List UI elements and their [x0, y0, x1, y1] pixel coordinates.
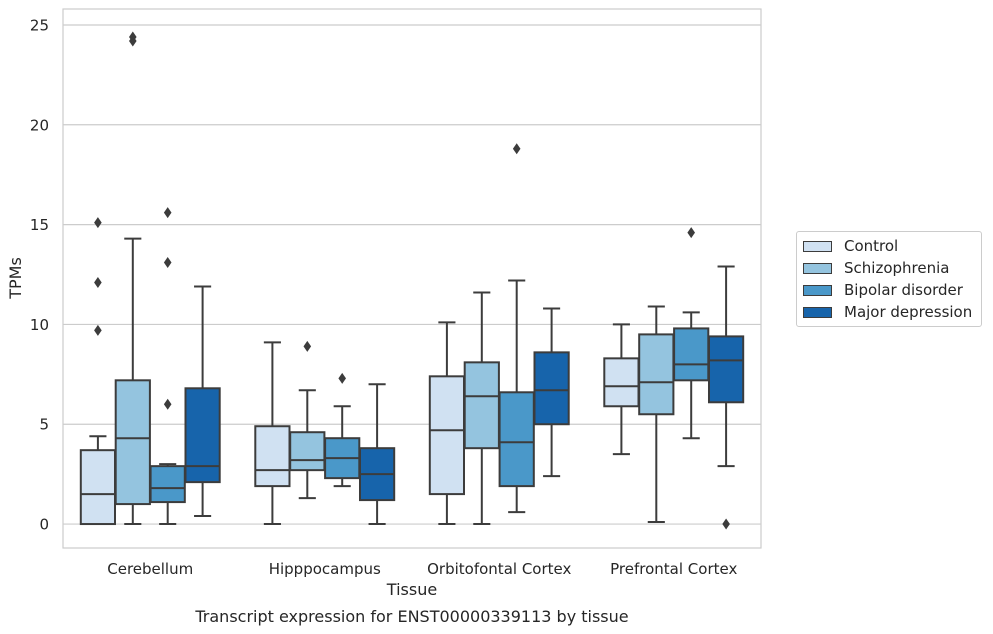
plot-frame — [62, 8, 762, 549]
box — [463, 291, 500, 526]
outlier-point — [94, 324, 102, 336]
legend-swatch — [803, 284, 832, 296]
outlier-point — [338, 372, 346, 384]
box — [289, 340, 326, 500]
series-major-depression — [184, 265, 745, 530]
y-tick-label: 5 — [39, 416, 49, 434]
box-body — [707, 335, 745, 404]
legend-item-major-depression: Major depression — [803, 301, 972, 323]
box — [673, 227, 710, 440]
outlier-point — [163, 398, 172, 410]
outlier-point — [94, 217, 102, 229]
outlier-point — [163, 257, 172, 269]
chart-caption: Transcript expression for ENST0000033911… — [194, 607, 628, 626]
box — [428, 321, 466, 526]
legend-label: Bipolar disorder — [844, 281, 963, 299]
series-control — [79, 217, 640, 526]
box — [707, 265, 745, 530]
box-body — [463, 361, 500, 450]
outlier-point — [303, 340, 312, 352]
series-schizophrenia — [114, 31, 675, 526]
y-tick-labels: 0 5 10 15 20 25 — [30, 16, 49, 533]
box-body — [673, 327, 710, 382]
legend-item-bipolar-disorder: Bipolar disorder — [803, 279, 963, 301]
legend-label: Control — [844, 237, 899, 255]
box — [114, 31, 151, 526]
box-body — [79, 449, 117, 526]
box — [79, 217, 117, 526]
x-tick-labels: Cerebellum Hipppocampus Orbitofontal Corte… — [107, 560, 737, 578]
x-tick-label: Prefrontal Cortex — [610, 560, 737, 578]
x-tick-label: Cerebellum — [107, 560, 193, 578]
outlier-point — [512, 143, 521, 155]
box-body — [289, 431, 326, 472]
legend: Control Schizophrenia Bipolar disorder M… — [796, 231, 982, 327]
x-tick-label: Orbitofontal Cortex — [427, 560, 571, 578]
box-body — [428, 375, 466, 496]
y-axis-label: TPMs — [6, 257, 25, 300]
box — [149, 207, 186, 526]
legend-label: Schizophrenia — [844, 259, 950, 277]
y-tick-label: 15 — [30, 216, 49, 234]
box-body — [603, 357, 640, 408]
box-body — [184, 387, 221, 484]
box — [324, 372, 361, 488]
y-tick-label: 0 — [39, 516, 49, 534]
box-series — [79, 31, 745, 530]
x-axis-label: Tissue — [386, 580, 437, 599]
legend-swatch — [803, 240, 832, 252]
outlier-point — [722, 518, 730, 530]
box — [358, 383, 396, 526]
y-tick-label: 10 — [30, 316, 49, 334]
outlier-point — [94, 276, 102, 288]
legend-label: Major depression — [844, 303, 973, 321]
series-bipolar-disorder — [149, 143, 710, 526]
outlier-point — [129, 31, 137, 43]
box-body — [254, 425, 291, 488]
legend-swatch — [803, 306, 832, 318]
gridlines — [63, 24, 761, 525]
legend-swatch — [803, 262, 832, 274]
box-body — [114, 379, 151, 506]
box-body — [638, 333, 675, 416]
outlier-point — [687, 227, 695, 239]
x-tick-label: Hipppocampus — [269, 560, 381, 578]
box — [498, 143, 535, 514]
y-tick-label: 20 — [30, 116, 49, 134]
box-body — [149, 465, 186, 504]
box — [603, 323, 640, 456]
box — [184, 285, 221, 518]
y-tick-label: 25 — [30, 16, 49, 34]
box — [533, 307, 570, 478]
outlier-point — [163, 207, 172, 219]
box — [638, 305, 675, 524]
box-body — [498, 391, 535, 488]
legend-item-control: Control — [803, 235, 898, 257]
legend-item-schizophrenia: Schizophrenia — [803, 257, 949, 279]
box-body — [533, 351, 570, 426]
box — [254, 341, 291, 526]
